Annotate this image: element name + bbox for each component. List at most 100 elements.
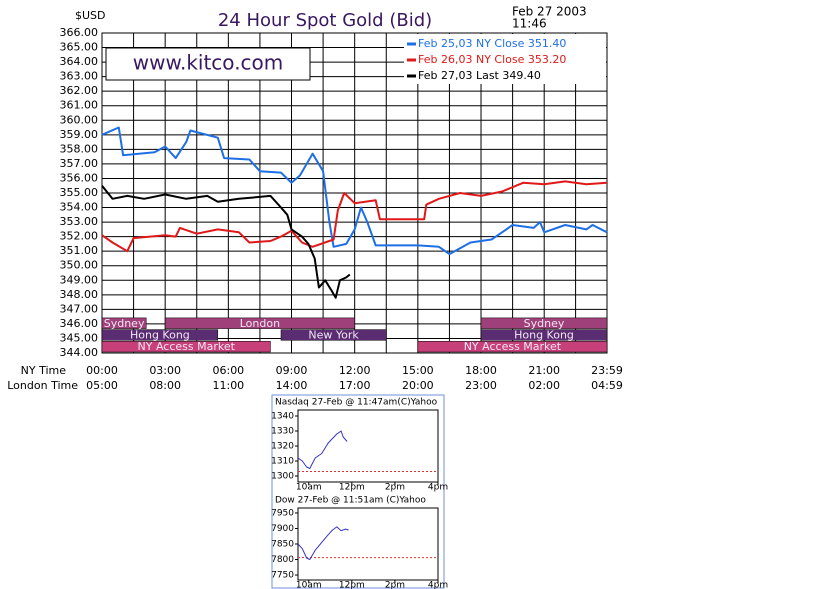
y-tick-label: 1340: [271, 412, 294, 422]
plot-area: [297, 409, 439, 483]
legend-entry: Feb 25,03 NY Close 351.40: [418, 37, 566, 50]
y-tick-label: 348.00: [60, 288, 99, 301]
series-line: [101, 185, 351, 299]
x-tick-label: 18:00: [465, 364, 497, 377]
series-line: [101, 126, 608, 256]
y-tick-label: 357.00: [60, 157, 99, 170]
y-tick-label: 345.00: [60, 331, 99, 344]
y-tick-label: 351.00: [60, 244, 99, 257]
x-tick-label: 21:00: [528, 364, 560, 377]
x2-tick-label: 05:00: [86, 379, 118, 392]
session-bar: [417, 341, 608, 353]
legend-swatch: [407, 74, 416, 78]
y-axis-unit: $USD: [75, 9, 106, 22]
y-tick-label: 359.00: [60, 128, 99, 141]
session-bar: [480, 317, 608, 329]
session-label: Sydney: [524, 317, 565, 330]
series-line: [297, 430, 348, 469]
series-line: [297, 526, 349, 560]
session-bar: [101, 317, 147, 329]
y-tick-label: 353.00: [60, 215, 99, 228]
series-line: [101, 180, 608, 253]
x2-tick-label: 23:00: [465, 379, 497, 392]
session-label: NY Access Market: [138, 340, 236, 353]
y-tick-label: 1320: [271, 442, 294, 452]
x-tick-label: 2pm: [385, 483, 405, 493]
session-label: New York: [308, 328, 359, 341]
y-tick-label: 349.00: [60, 273, 99, 286]
session-label: NY Access Market: [464, 340, 562, 353]
x-tick-label: 23:59: [591, 364, 623, 377]
x-tick-label: 15:00: [402, 364, 434, 377]
x-tick-label: 2pm: [385, 581, 405, 589]
x2-axis-label: London Time: [7, 379, 78, 392]
plot-area: [297, 507, 439, 581]
y-tick-label: 7950: [271, 508, 294, 518]
x-tick-label: 4pm: [428, 483, 448, 493]
y-tick-label: 1310: [271, 457, 294, 467]
y-tick-label: 364.00: [60, 55, 99, 68]
x-tick-label: 12pm: [339, 483, 365, 493]
brand: www.kitco.com: [133, 51, 284, 75]
session-label: London: [240, 317, 280, 330]
y-tick-label: 365.00: [60, 41, 99, 54]
y-tick-label: 360.00: [60, 113, 99, 126]
y-tick-label: 354.00: [60, 201, 99, 214]
x-axis-label: NY Time: [21, 364, 67, 377]
legend-entry: Feb 27,03 Last 349.40: [418, 69, 541, 82]
x2-tick-label: 17:00: [339, 379, 371, 392]
y-tick-label: 346.00: [60, 317, 99, 330]
y-tick-label: 347.00: [60, 302, 99, 315]
y-tick-label: 352.00: [60, 230, 99, 243]
y-tick-label: 1330: [271, 427, 294, 437]
x-tick-label: 12pm: [339, 581, 365, 589]
y-tick-label: 344.00: [60, 346, 99, 359]
x-tick-label: 10am: [296, 581, 322, 589]
y-tick-label: 355.00: [60, 186, 99, 199]
y-tick-label: 362.00: [60, 84, 99, 97]
x2-tick-label: 04:59: [591, 379, 623, 392]
x-tick-label: 4pm: [428, 581, 448, 589]
x2-tick-label: 20:00: [402, 379, 434, 392]
session-bar: [101, 341, 271, 353]
legend-swatch: [407, 42, 416, 46]
y-tick-label: 356.00: [60, 171, 99, 184]
x2-tick-label: 14:00: [276, 379, 308, 392]
x-tick-label: 12:00: [339, 364, 371, 377]
y-tick-label: 361.00: [60, 99, 99, 112]
y-tick-label: 7900: [271, 524, 294, 534]
y-tick-label: 7850: [271, 540, 294, 550]
inset-title: Nasdaq 27-Feb @ 11:47am(C)Yahoo: [275, 398, 438, 408]
brand-box: [105, 47, 311, 81]
x-tick-label: 03:00: [149, 364, 181, 377]
session-label: Sydney: [104, 317, 145, 330]
y-tick-label: 350.00: [60, 259, 99, 272]
x-tick-label: 00:00: [86, 364, 118, 377]
legend-swatch: [407, 58, 416, 62]
date: Feb 27 2003: [512, 5, 587, 19]
y-tick-label: 358.00: [60, 142, 99, 155]
y-tick-label: 7750: [271, 571, 294, 581]
session-label: Hong Kong: [130, 328, 190, 341]
x-tick-label: 09:00: [276, 364, 308, 377]
session-bar: [164, 317, 355, 329]
chart-title: 24 Hour Spot Gold (Bid): [218, 10, 432, 31]
x2-tick-label: 08:00: [149, 379, 181, 392]
y-tick-label: 363.00: [60, 70, 99, 83]
inset-title: Dow 27-Feb @ 11:51am (C)Yahoo: [275, 496, 426, 506]
y-tick-label: 366.00: [60, 26, 99, 39]
x2-tick-label: 11:00: [212, 379, 244, 392]
legend-box: [404, 34, 606, 84]
session-bar: [480, 329, 608, 341]
session-label: Hong Kong: [514, 328, 574, 341]
legend-entry: Feb 26,03 NY Close 353.20: [418, 53, 566, 66]
x2-tick-label: 02:00: [528, 379, 560, 392]
time: 11:46: [512, 17, 547, 31]
session-bar: [101, 329, 219, 341]
y-tick-label: 1300: [271, 472, 294, 482]
session-bar: [280, 329, 387, 341]
y-tick-label: 7800: [271, 555, 294, 565]
x-tick-label: 10am: [296, 483, 322, 493]
x-tick-label: 06:00: [212, 364, 244, 377]
